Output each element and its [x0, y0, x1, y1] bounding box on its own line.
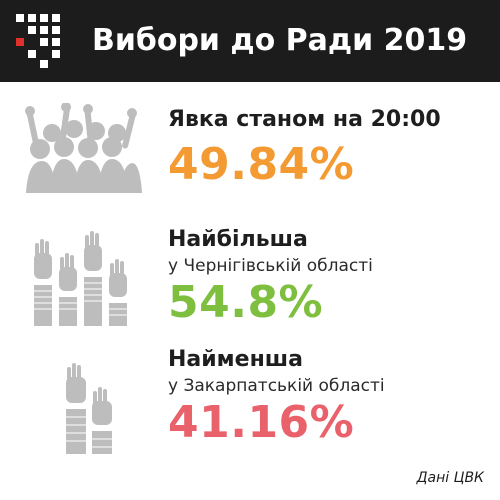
- turnout-block: Явка станом на 20:00 49.84%: [0, 95, 500, 210]
- lowest-region: у Закарпатській області: [168, 376, 385, 396]
- turnout-value: 49.84%: [168, 139, 355, 190]
- highest-value: 54.8%: [168, 277, 324, 328]
- lowest-value: 41.16%: [168, 397, 355, 448]
- highest-block: Найбільша у Чернігівській області 54.8%: [0, 225, 500, 335]
- lowest-block: Найменша у Закарпатській області 41.16%: [0, 345, 500, 460]
- four-raised-hands-icon: [34, 231, 127, 326]
- highest-region: у Чернігівській області: [168, 256, 373, 276]
- dot-grid-logo-icon: [16, 14, 60, 68]
- crowd-raised-hands-icon: [25, 103, 142, 193]
- turnout-heading: Явка станом на 20:00: [168, 107, 441, 132]
- two-raised-hands-icon: [66, 363, 112, 454]
- highest-heading: Найбільша: [168, 227, 308, 252]
- data-source-caption: Дані ЦВК: [416, 470, 484, 486]
- header-bar: Вибори до Ради 2019: [0, 0, 500, 82]
- lowest-heading: Найменша: [168, 347, 303, 372]
- page-title: Вибори до Ради 2019: [92, 23, 468, 58]
